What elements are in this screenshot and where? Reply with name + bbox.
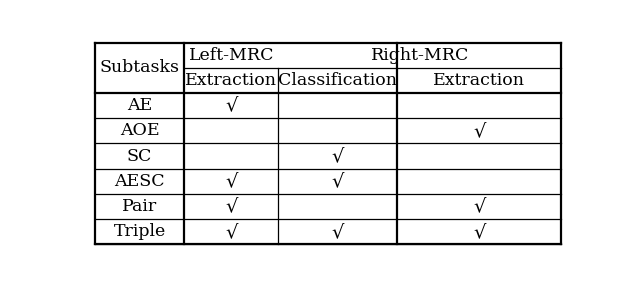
Text: AE: AE [127, 97, 152, 114]
Text: AESC: AESC [114, 173, 165, 190]
Text: √: √ [225, 223, 237, 241]
Text: Pair: Pair [122, 198, 157, 215]
Text: √: √ [225, 198, 237, 216]
Text: Extraction: Extraction [186, 72, 277, 89]
Text: AOE: AOE [120, 122, 159, 139]
Text: Triple: Triple [113, 223, 166, 240]
Text: √: √ [332, 172, 344, 190]
Text: Right-MRC: Right-MRC [371, 47, 469, 64]
Text: √: √ [473, 122, 486, 140]
Text: √: √ [332, 147, 344, 165]
Text: √: √ [225, 172, 237, 190]
Text: Subtasks: Subtasks [99, 59, 179, 76]
Text: Classification: Classification [278, 72, 397, 89]
Text: √: √ [225, 97, 237, 114]
Text: Extraction: Extraction [433, 72, 525, 89]
Text: Left-MRC: Left-MRC [189, 47, 274, 64]
Text: √: √ [473, 223, 486, 241]
Text: √: √ [473, 198, 486, 216]
Text: √: √ [332, 223, 344, 241]
Text: SC: SC [127, 147, 152, 165]
